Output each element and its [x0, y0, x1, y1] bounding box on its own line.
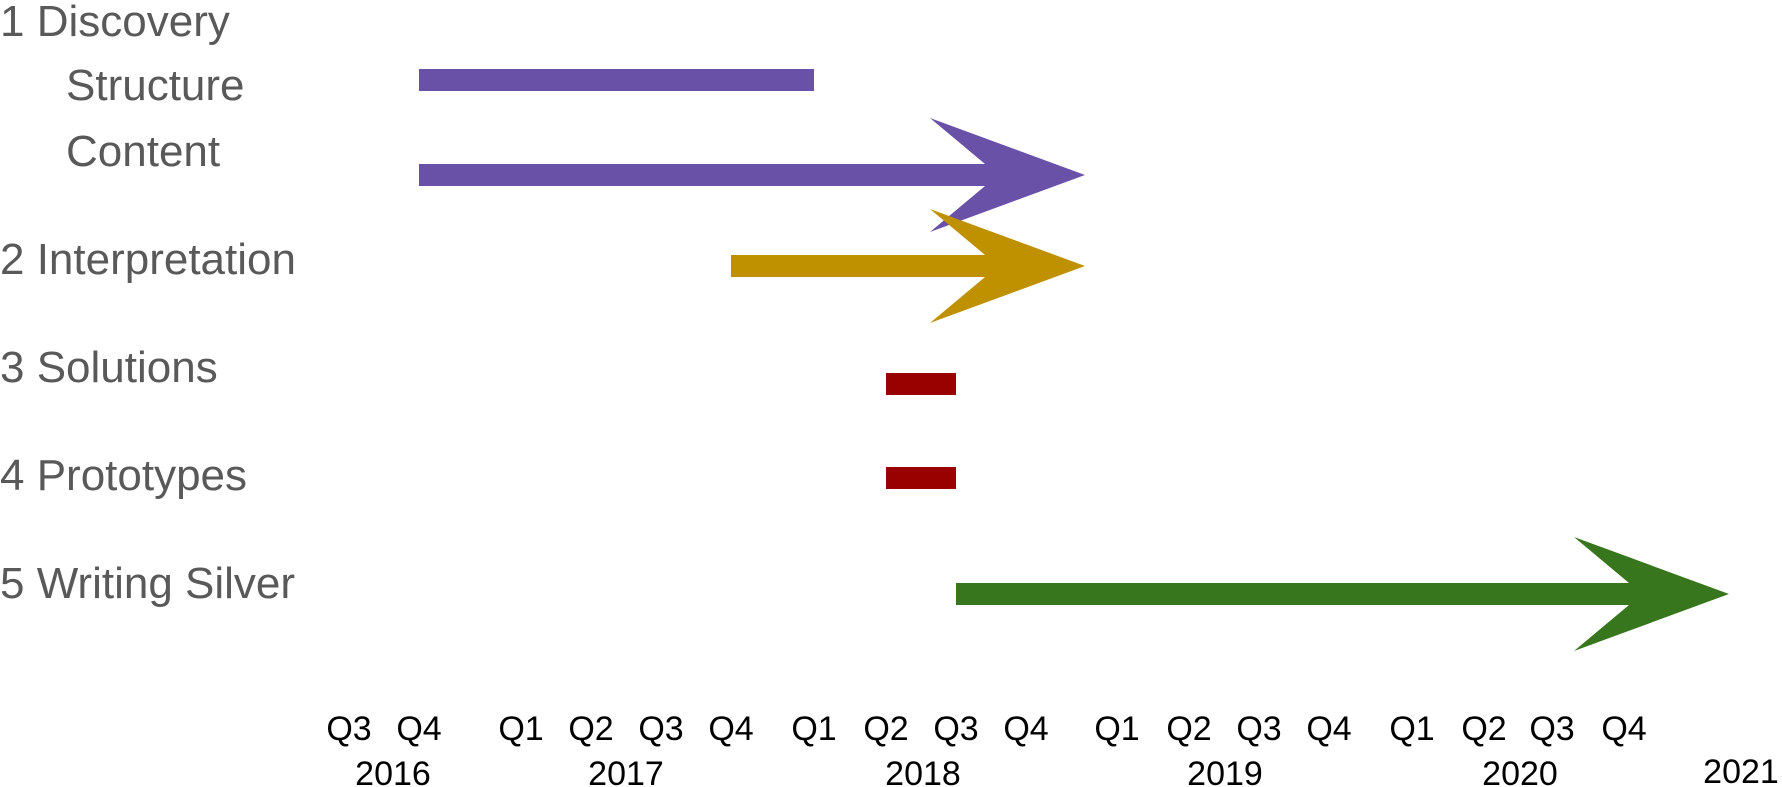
- bar-content-arrow: [419, 118, 1085, 232]
- year-label-2021: 2021: [1703, 753, 1779, 787]
- row-label-structure: Structure: [66, 61, 245, 110]
- bar-3-solutions: [886, 373, 956, 395]
- bars: [419, 69, 1729, 651]
- row-label-1-discovery: 1 Discovery: [0, 0, 230, 46]
- quarter-tick-label: Q3: [1236, 710, 1281, 748]
- quarter-tick-label: Q1: [1094, 710, 1139, 748]
- quarter-tick-label: Q4: [1601, 710, 1646, 748]
- bar-4-prototypes: [886, 467, 956, 489]
- quarter-tick-label: Q2: [1461, 710, 1506, 748]
- quarter-tick-label: Q1: [498, 710, 543, 748]
- bar-5-writing-silver-arrow: [956, 537, 1729, 651]
- row-label-3-solutions: 3 Solutions: [0, 343, 218, 392]
- quarter-tick-label: Q1: [1389, 710, 1434, 748]
- row-label-content: Content: [66, 127, 220, 176]
- quarter-tick-label: Q3: [638, 710, 683, 748]
- quarter-tick-label: Q3: [326, 710, 371, 748]
- year-label-2016: 2016: [355, 755, 431, 787]
- quarter-tick-label: Q2: [568, 710, 613, 748]
- quarter-tick-label: Q3: [1529, 710, 1574, 748]
- quarter-tick-label: Q4: [1306, 710, 1351, 748]
- quarter-tick-label: Q4: [1003, 710, 1048, 748]
- year-label-2020: 2020: [1482, 755, 1558, 787]
- year-label-2018: 2018: [885, 755, 961, 787]
- year-axis: 2016 2017 2018 2019 2020 2021: [355, 753, 1779, 787]
- bar-2-interpretation-arrow: [731, 209, 1085, 323]
- row-label-4-prototypes: 4 Prototypes: [0, 451, 247, 500]
- quarter-tick-label: Q2: [863, 710, 908, 748]
- year-label-2019: 2019: [1187, 755, 1263, 787]
- quarter-tick-label: Q2: [1166, 710, 1211, 748]
- quarter-tick-label: Q4: [708, 710, 753, 748]
- quarter-tick-label: Q1: [791, 710, 836, 748]
- row-labels: 1 Discovery Structure Content 2 Interpretat…: [0, 0, 296, 608]
- quarter-tick-label: Q3: [933, 710, 978, 748]
- quarter-axis: Q3 Q4 Q1 Q2 Q3 Q4 Q1 Q2 Q3 Q4 Q1 Q2 Q3 Q4 Q1 Q2 Q3 Q4: [326, 710, 1646, 748]
- row-label-2-interpretation: 2 Interpretation: [0, 235, 296, 284]
- quarter-tick-label: Q4: [396, 710, 441, 748]
- year-label-2017: 2017: [588, 755, 664, 787]
- bar-structure: [419, 69, 814, 91]
- row-label-5-writing-silver: 5 Writing Silver: [0, 559, 295, 608]
